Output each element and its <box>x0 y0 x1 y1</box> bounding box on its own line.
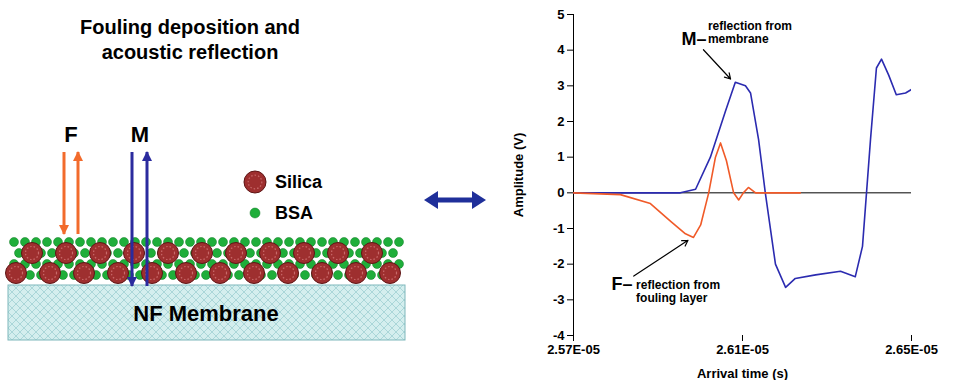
svg-text:2.57E-05: 2.57E-05 <box>547 342 600 357</box>
svg-text:-1: -1 <box>553 221 565 236</box>
svg-text:reflection fromfouling layer: reflection fromfouling layer <box>636 278 720 305</box>
svg-text:BSA: BSA <box>275 203 313 223</box>
svg-text:M–: M– <box>681 29 706 49</box>
svg-text:1: 1 <box>557 149 564 164</box>
svg-text:-3: -3 <box>553 292 565 307</box>
svg-text:F: F <box>64 122 77 147</box>
svg-text:acoustic reflection: acoustic reflection <box>102 41 279 63</box>
svg-text:reflection frommembrane: reflection frommembrane <box>708 19 792 46</box>
svg-text:5: 5 <box>557 7 564 22</box>
svg-text:-2: -2 <box>553 256 565 271</box>
svg-text:M: M <box>131 122 149 147</box>
svg-text:Fouling deposition and: Fouling deposition and <box>80 16 300 38</box>
svg-text:Amplitude (V): Amplitude (V) <box>511 133 526 218</box>
svg-text:-4: -4 <box>553 328 565 343</box>
svg-text:F–: F– <box>612 274 633 294</box>
svg-text:Arrival time (s): Arrival time (s) <box>697 366 788 381</box>
svg-text:Silica: Silica <box>275 172 323 192</box>
svg-text:2.61E-05: 2.61E-05 <box>716 342 769 357</box>
svg-text:0: 0 <box>557 185 564 200</box>
svg-text:3: 3 <box>557 78 564 93</box>
svg-text:2: 2 <box>557 114 564 129</box>
svg-text:NF Membrane: NF Membrane <box>133 301 278 326</box>
svg-text:4: 4 <box>557 42 565 57</box>
svg-text:2.65E-05: 2.65E-05 <box>885 342 938 357</box>
